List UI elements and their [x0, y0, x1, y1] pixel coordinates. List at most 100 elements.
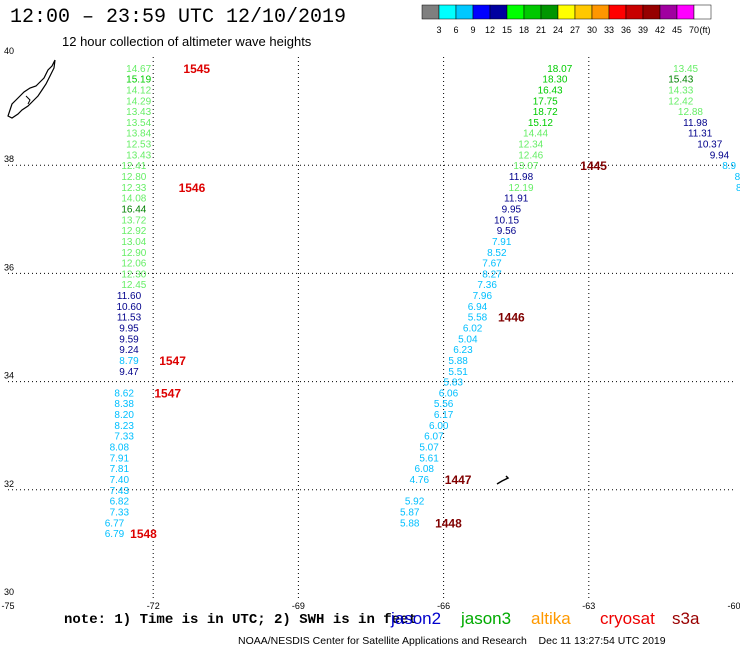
wave-height-label: 5.51 — [448, 367, 468, 378]
pass-time-label: 1547 — [159, 354, 186, 368]
colorbar-tick-label: 9 — [470, 25, 475, 35]
pass-time-label: 1547 — [154, 386, 181, 400]
wave-height-label: 14.29 — [126, 96, 151, 107]
colorbar-swatch — [472, 4, 491, 20]
wave-height-label: 12.30 — [121, 269, 146, 280]
lon-tick-label: -63 — [582, 601, 595, 611]
pass-time-label: 1447 — [445, 473, 472, 487]
coastline-inlet — [25, 95, 31, 105]
colorbar-swatch — [438, 4, 457, 20]
legend-jason3: jason3 — [461, 609, 512, 628]
coastline — [7, 59, 56, 119]
wave-height-label: 16.44 — [121, 204, 146, 215]
wave-height-label: 11.53 — [117, 313, 142, 324]
colorbar-tick-label: 30 — [587, 25, 597, 35]
wave-height-label: 7.96 — [473, 291, 493, 302]
colorbar-swatch — [540, 4, 559, 20]
wave-height-label: 17.75 — [533, 96, 558, 107]
wave-height-label: 15.12 — [528, 118, 553, 129]
wave-height-label: 9.95 — [119, 324, 139, 335]
wave-height-label: 5.88 — [400, 518, 420, 529]
wave-height-label: 8.52 — [487, 248, 507, 259]
wave-height-label: 5.04 — [458, 334, 478, 345]
colorbar-tick-label: 27 — [570, 25, 580, 35]
colorbar-tick-label: 45 — [672, 25, 682, 35]
wave-height-label: 12.19 — [509, 183, 534, 194]
wave-height-label: 5.58 — [468, 313, 488, 324]
wave-height-label: 14.08 — [121, 194, 146, 205]
wave-height-label: 6.77 — [105, 518, 125, 529]
colorbar-tick-label: 33 — [604, 25, 614, 35]
wave-height-label: 8.9 — [722, 161, 736, 172]
coastline-shape — [7, 59, 56, 119]
wave-height-label: 6.00 — [429, 421, 449, 432]
wave-height-label: 13.07 — [513, 161, 538, 172]
colorbar-tick-label: 36 — [621, 25, 631, 35]
wave-height-label: 5.61 — [419, 453, 439, 464]
colorbar-swatch — [625, 4, 644, 20]
lat-tick-label: 40 — [4, 46, 14, 56]
pass-time-label: 1448 — [435, 516, 462, 530]
wave-height-label: 13.04 — [121, 237, 146, 248]
colorbar-swatch — [523, 4, 542, 20]
track-track_b: 18.0718.3016.4317.7518.7215.1214.4412.34… — [400, 64, 607, 530]
wave-height-label: 11.98 — [509, 172, 534, 183]
wave-height-label: 5.88 — [448, 356, 468, 367]
footnote: note: 1) Time is in UTC; 2) SWH is in fe… — [64, 612, 417, 628]
colorbar-tick-label: 70 — [689, 25, 699, 35]
wave-height-label: 7.81 — [110, 464, 130, 475]
wave-height-label: 15.43 — [668, 75, 693, 86]
wave-height-label: 6.02 — [463, 324, 483, 335]
colorbar-tick-label: 39 — [638, 25, 648, 35]
colorbar-swatch — [693, 4, 712, 20]
colorbar-swatch — [506, 4, 525, 20]
wave-height-label: 10.37 — [697, 140, 722, 151]
pass-time-label: 1546 — [179, 181, 206, 195]
wave-height-label: 11.60 — [117, 291, 142, 302]
pass-time-label: 1445 — [580, 159, 607, 173]
wave-height-label: 7.40 — [110, 475, 130, 486]
colorbar-tick-label: 18 — [519, 25, 529, 35]
wave-height-label: 6.17 — [434, 410, 454, 421]
wave-height-label: 7.36 — [477, 280, 497, 291]
colorbar-tick-label: 6 — [453, 25, 458, 35]
colorbar-tick-label: 12 — [485, 25, 495, 35]
wave-height-label: 12.33 — [121, 183, 146, 194]
pass-time-label: 1548 — [130, 527, 157, 541]
wave-height-label: 12.41 — [121, 161, 146, 172]
wave-height-label: 8.62 — [114, 388, 134, 399]
wave-height-label: 13.43 — [126, 107, 151, 118]
wave-height-label: 13.54 — [126, 118, 151, 129]
wave-height-label: 8.23 — [114, 421, 134, 432]
wave-height-label: 12.88 — [678, 107, 703, 118]
lat-tick-label: 30 — [4, 587, 14, 597]
credit-line: NOAA/NESDIS Center for Satellite Applica… — [238, 635, 666, 647]
altimeter-tracks: 14.6715.1914.1214.2913.4313.5413.8412.53… — [105, 62, 740, 541]
wave-height-label: 8 — [736, 183, 740, 194]
wave-height-label: 6.79 — [105, 529, 125, 540]
colorbar-tick-label: 15 — [502, 25, 512, 35]
wave-height-label: 8.79 — [119, 356, 139, 367]
lon-tick-label: -66 — [437, 601, 450, 611]
wave-height-label: 10.60 — [116, 302, 141, 313]
page-subtitle: 12 hour collection of altimeter wave hei… — [62, 34, 312, 49]
wave-height-label: 6.94 — [468, 302, 488, 313]
wave-height-label: 11.31 — [688, 129, 713, 140]
legend-s3a: s3a — [672, 609, 700, 628]
colorbar-swatch — [421, 4, 440, 20]
wave-height-label: 7.33 — [110, 507, 130, 518]
wave-height-label: 5.87 — [400, 507, 420, 518]
wave-height-label: 12.53 — [126, 140, 151, 151]
colorbar-swatch — [574, 4, 593, 20]
wave-height-label: 5.56 — [434, 399, 454, 410]
wave-height-label: 11.91 — [504, 194, 529, 205]
wave-height-label: 9.95 — [502, 204, 522, 215]
island-mark — [496, 475, 510, 485]
wave-height-label: 5.92 — [405, 497, 425, 508]
pass-time-label: 1545 — [183, 62, 210, 76]
wave-height-label: 18.72 — [533, 107, 558, 118]
legend-cryosat: cryosat — [600, 609, 655, 628]
wave-height-label: 13.45 — [673, 64, 698, 75]
wave-height-label: 12.06 — [121, 259, 146, 270]
